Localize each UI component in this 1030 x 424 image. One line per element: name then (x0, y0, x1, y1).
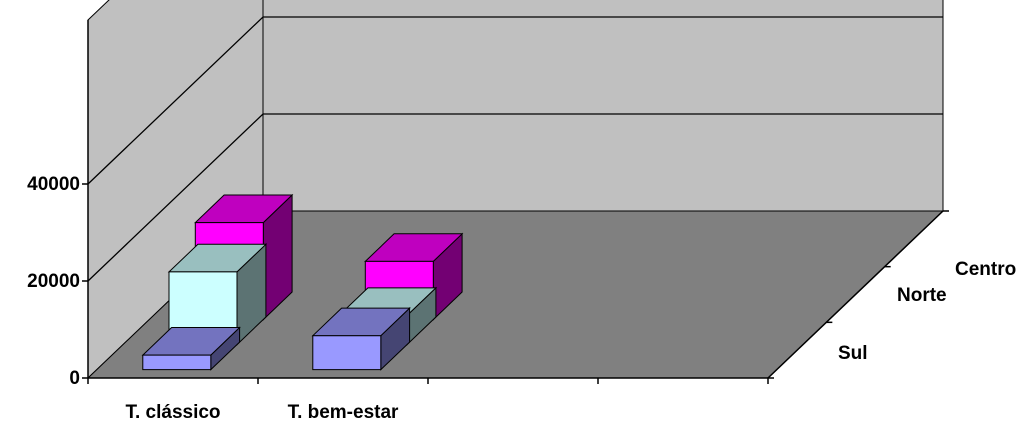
category-label-0: T. clássico (125, 402, 220, 423)
category-label-1: T. bem-estar (288, 402, 399, 423)
series-label-1: Norte (897, 285, 947, 306)
bar-front (313, 336, 381, 370)
bar-front (143, 355, 211, 370)
y-tick-label-2: 40000 (27, 174, 80, 195)
y-tick-label-1: 20000 (27, 271, 80, 292)
series-label-2: Centro (955, 259, 1016, 280)
y-tick-label-0: 0 (69, 368, 80, 389)
series-label-0: Sul (838, 343, 868, 364)
back-wall (263, 0, 943, 211)
